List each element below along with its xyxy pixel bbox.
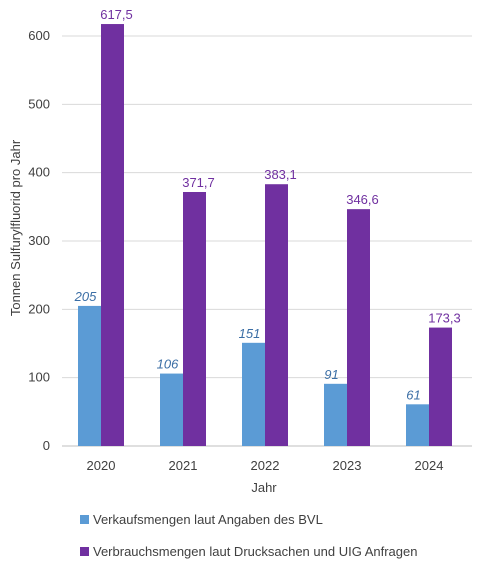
x-tick-label: 2023 xyxy=(333,458,362,473)
bar-verkaufsmengen-2020 xyxy=(78,305,101,446)
x-tick-label: 2021 xyxy=(169,458,198,473)
y-tick-label: 500 xyxy=(28,96,50,111)
bars xyxy=(78,24,452,447)
data-label: 617,5 xyxy=(100,7,133,22)
y-tick-label: 200 xyxy=(28,301,50,316)
bar-verbrauchsmengen-2020 xyxy=(101,24,124,447)
bar-verbrauchsmengen-2024 xyxy=(429,327,452,446)
x-tick-label: 2022 xyxy=(251,458,280,473)
y-tick-label: 100 xyxy=(28,370,50,385)
bar-verkaufsmengen-2022 xyxy=(242,342,265,446)
y-axis-title: Tonnen Sulfurylfluorid pro Jahr xyxy=(8,139,23,316)
y-tick-label: 300 xyxy=(28,233,50,248)
bar-verkaufsmengen-2024 xyxy=(406,404,429,446)
bar-verkaufsmengen-2021 xyxy=(160,373,183,446)
legend-swatch xyxy=(80,515,89,524)
legend-label: Verkaufsmengen laut Angaben des BVL xyxy=(93,512,323,527)
x-tick-label: 2020 xyxy=(87,458,116,473)
axes: 0 100 200 300 400 500 600 2020 2021 2022 2023 2024 xyxy=(28,28,443,473)
data-label: 205 xyxy=(74,289,97,304)
y-tick-label: 600 xyxy=(28,28,50,43)
x-axis-title: Jahr xyxy=(251,480,277,495)
bar-verbrauchsmengen-2023 xyxy=(347,209,370,446)
y-tick-label: 0 xyxy=(43,438,50,453)
data-label: 106 xyxy=(157,357,179,372)
bar-verbrauchsmengen-2021 xyxy=(183,192,206,446)
data-label: 346,6 xyxy=(346,192,379,207)
data-label: 383,1 xyxy=(264,167,297,182)
legend: Verkaufsmengen laut Angaben des BVL Verbr… xyxy=(80,512,417,559)
data-labels: 205 617,5 106 371,7 151 383,1 91 346,6 61 173,3 xyxy=(74,7,461,402)
x-tick-label: 2024 xyxy=(415,458,444,473)
data-label: 371,7 xyxy=(182,175,215,190)
data-label: 151 xyxy=(239,326,261,341)
bar-verbrauchsmengen-2022 xyxy=(265,184,288,446)
data-label: 173,3 xyxy=(428,311,461,326)
legend-label: Verbrauchsmengen laut Drucksachen und UI… xyxy=(93,544,417,559)
data-label: 91 xyxy=(324,367,338,382)
data-label: 61 xyxy=(406,387,420,402)
legend-swatch xyxy=(80,547,89,556)
y-tick-label: 400 xyxy=(28,165,50,180)
bar-verkaufsmengen-2023 xyxy=(324,383,347,446)
